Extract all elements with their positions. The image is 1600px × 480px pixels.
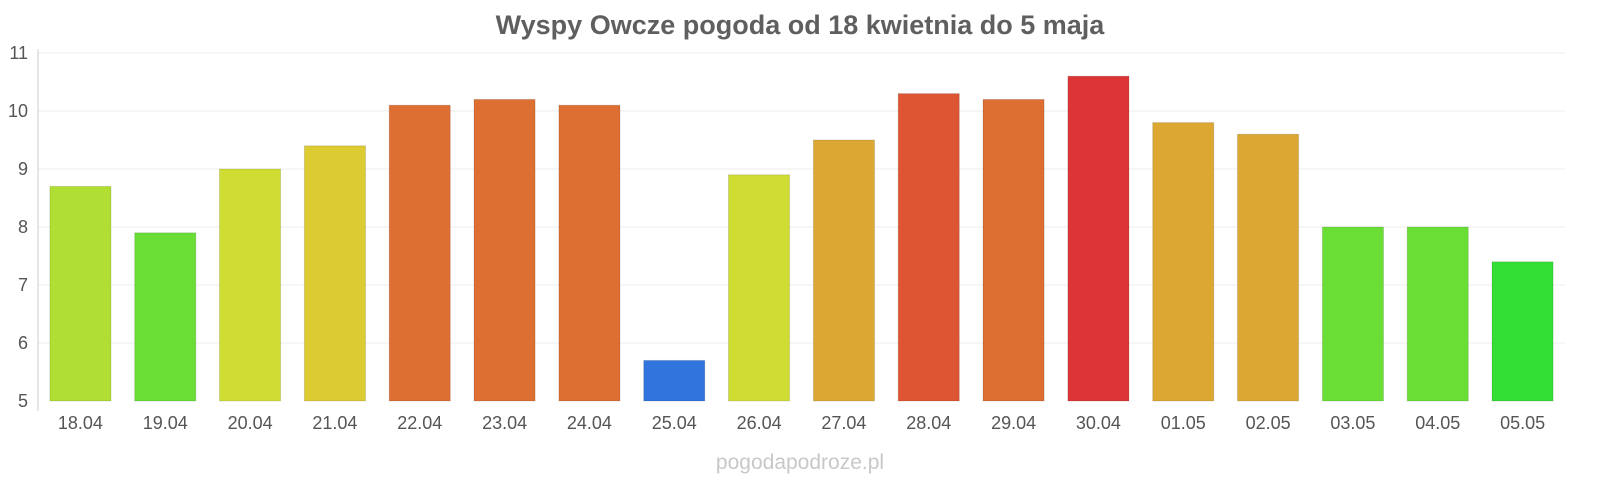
y-tick-label: 5: [18, 391, 28, 411]
bar-04.05: [1406, 226, 1469, 402]
y-tick-label: 9: [18, 159, 28, 179]
x-tick-label: 23.04: [482, 413, 527, 433]
x-tick-label: 24.04: [567, 413, 612, 433]
bar-20.04: [219, 168, 282, 402]
bar-30.04: [1067, 75, 1130, 402]
chart-title: Wyspy Owcze pogoda od 18 kwietnia do 5 m…: [495, 10, 1105, 40]
x-tick-label: 19.04: [143, 413, 188, 433]
bar-19.04: [134, 232, 197, 402]
bar-23.04: [473, 98, 536, 402]
bar-26.04: [728, 174, 791, 402]
bar-03.05: [1321, 226, 1385, 402]
bar-25.04: [643, 359, 706, 402]
bar-01.05: [1152, 122, 1215, 402]
y-tick-labels: 5 6 7 8 9 10 11: [8, 43, 28, 411]
x-tick-label: 30.04: [1076, 413, 1121, 433]
x-tick-labels: 18.04 19.04 20.04 21.04 22.04 23.04 24.04 25.04…: [58, 413, 1545, 433]
bar-22.04: [388, 104, 451, 402]
bar-21.04: [303, 145, 366, 402]
bar-18.04: [49, 185, 112, 402]
x-tick-label: 25.04: [652, 413, 697, 433]
y-tick-label: 6: [18, 333, 28, 353]
y-tick-label: 11: [9, 43, 28, 63]
x-tick-label: 21.04: [312, 413, 357, 433]
x-tick-label: 03.05: [1330, 413, 1375, 433]
x-tick-label: 01.05: [1161, 413, 1206, 433]
bar-27.04: [812, 139, 876, 402]
watermark: pogodapodroze.pl: [715, 451, 885, 474]
x-tick-label: 20.04: [228, 413, 273, 433]
y-tick-label: 7: [18, 275, 28, 295]
x-tick-label: 27.04: [821, 413, 866, 433]
x-tick-label: 05.05: [1500, 413, 1545, 433]
y-tick-label: 8: [18, 217, 28, 237]
bar-28.04: [897, 93, 960, 402]
y-tick-label: 10: [8, 101, 28, 121]
x-tick-label: 29.04: [991, 413, 1036, 433]
bar-05.05: [1491, 261, 1554, 402]
bar-02.05: [1237, 133, 1300, 402]
bars: [49, 75, 1554, 402]
x-tick-label: 18.04: [58, 413, 103, 433]
x-tick-label: 26.04: [737, 413, 782, 433]
grid-lines: [38, 52, 1565, 344]
x-tick-label: 04.05: [1415, 413, 1460, 433]
x-tick-label: 28.04: [906, 413, 951, 433]
bar-24.04: [558, 104, 621, 402]
bar-29.04: [982, 98, 1045, 402]
x-tick-label: 02.05: [1246, 413, 1291, 433]
x-tick-label: 22.04: [397, 413, 442, 433]
